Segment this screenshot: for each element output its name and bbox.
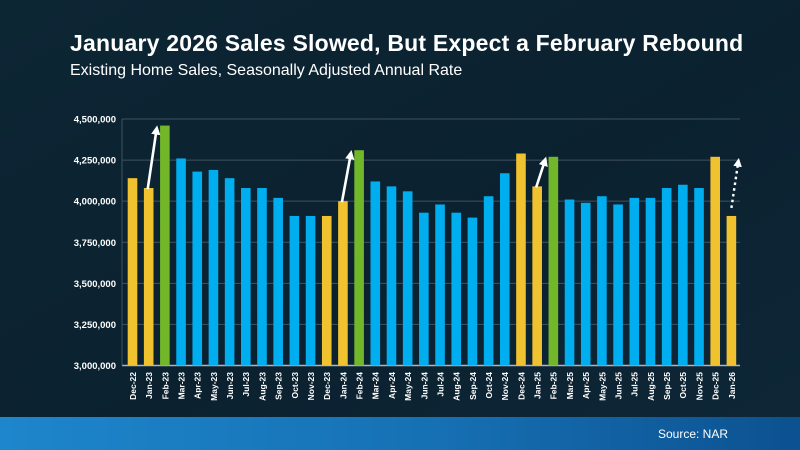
x-axis-tick-label: Sep-25 bbox=[662, 372, 672, 400]
x-axis-tick-label: Oct-25 bbox=[678, 372, 688, 399]
x-axis-tick-label: Feb-25 bbox=[549, 372, 559, 400]
x-axis-tick-label: Feb-23 bbox=[160, 372, 170, 400]
y-axis-tick-label: 3,750,000 bbox=[74, 238, 116, 249]
x-axis-tick-label: Dec-22 bbox=[128, 372, 138, 400]
bar-Feb-24 bbox=[354, 150, 364, 366]
y-axis-tick-label: 3,500,000 bbox=[74, 279, 116, 290]
bar-Dec-25 bbox=[710, 156, 721, 366]
x-axis-tick-label: Jun-24 bbox=[419, 372, 429, 400]
footer-bar: Source: NAR bbox=[0, 417, 800, 450]
bar-Sep-25 bbox=[661, 188, 672, 366]
february-rebound-arrow bbox=[534, 156, 548, 188]
bar-Jan-24 bbox=[338, 201, 348, 366]
x-axis-tick-label: Apr-23 bbox=[193, 372, 203, 399]
x-axis-tick-label: Nov-23 bbox=[306, 372, 316, 401]
bar-Sep-23 bbox=[273, 197, 283, 366]
bar-Aug-25 bbox=[645, 197, 656, 366]
x-axis-tick-label: Sep-23 bbox=[274, 372, 284, 400]
bar-Apr-24 bbox=[386, 186, 397, 366]
y-axis-tick-label: 3,250,000 bbox=[74, 320, 116, 331]
y-axis-tick-label: 4,250,000 bbox=[74, 156, 116, 167]
bar-Aug-24 bbox=[451, 212, 462, 366]
x-axis-tick-label: Mar-24 bbox=[371, 372, 381, 400]
bar-Oct-24 bbox=[483, 196, 494, 366]
x-axis-tick-label: Apr-25 bbox=[581, 372, 591, 399]
bar-Jun-24 bbox=[419, 212, 429, 366]
bar-Jul-24 bbox=[435, 204, 445, 366]
projected-february-rebound-arrow bbox=[730, 157, 742, 209]
x-axis-tick-label: Nov-24 bbox=[500, 372, 510, 401]
x-axis-tick-label: May-23 bbox=[209, 372, 219, 401]
x-axis-tick-label: Aug-23 bbox=[257, 372, 267, 401]
x-axis-tick-label: Jan-23 bbox=[144, 372, 154, 399]
x-axis-tick-label: Oct-23 bbox=[290, 372, 300, 399]
bar-Sep-24 bbox=[467, 217, 478, 366]
bar-May-23 bbox=[208, 169, 219, 366]
x-axis-tick-label: Dec-23 bbox=[322, 372, 332, 400]
bar-Nov-24 bbox=[499, 173, 510, 366]
bar-Apr-25 bbox=[580, 202, 591, 366]
bar-Dec-22 bbox=[127, 178, 138, 366]
x-axis-tick-label: Feb-24 bbox=[355, 372, 365, 400]
bar-Jun-25 bbox=[613, 204, 623, 366]
x-axis-tick-label: Jul-24 bbox=[435, 372, 445, 397]
bar-Dec-24 bbox=[516, 153, 526, 366]
bar-Oct-23 bbox=[289, 215, 300, 366]
x-axis-tick-label: Mar-25 bbox=[565, 372, 575, 400]
bar-Feb-23 bbox=[160, 125, 170, 366]
february-rebound-arrow bbox=[340, 150, 355, 203]
source-label: Source: NAR bbox=[657, 426, 728, 441]
x-axis-tick-label: Mar-23 bbox=[176, 372, 186, 400]
x-axis-tick-label: Jul-23 bbox=[241, 372, 251, 397]
bar-Mar-25 bbox=[564, 199, 575, 366]
bar-Jan-26 bbox=[726, 215, 737, 366]
bar-Jul-23 bbox=[241, 188, 251, 366]
bar-Apr-23 bbox=[192, 171, 203, 366]
bar-Nov-25 bbox=[694, 188, 704, 366]
bar-Nov-23 bbox=[305, 215, 316, 366]
x-axis-tick-label: Apr-24 bbox=[387, 372, 397, 399]
bar-Jun-23 bbox=[224, 178, 235, 366]
x-axis-tick-label: Jan-24 bbox=[338, 372, 348, 399]
x-axis-tick-label: Aug-24 bbox=[452, 372, 462, 401]
bar-Feb-25 bbox=[548, 156, 559, 366]
x-axis-tick-label: Jun-25 bbox=[613, 372, 623, 400]
x-axis-tick-label: May-25 bbox=[597, 372, 607, 401]
y-axis-tick-label: 3,000,000 bbox=[74, 361, 116, 372]
x-axis-tick-label: May-24 bbox=[403, 372, 413, 401]
x-axis-tick-label: Dec-25 bbox=[711, 372, 721, 400]
x-axis-tick-label: Jun-23 bbox=[225, 372, 235, 400]
bar-Oct-25 bbox=[678, 184, 688, 366]
x-axis-tick-label: Jan-26 bbox=[727, 372, 737, 399]
x-axis-tick-label: Oct-24 bbox=[484, 372, 494, 399]
bar-Mar-23 bbox=[176, 158, 186, 366]
february-rebound-arrow bbox=[146, 125, 161, 190]
bar-Aug-23 bbox=[257, 188, 267, 366]
bar-Dec-23 bbox=[321, 215, 332, 366]
y-axis-tick-label: 4,000,000 bbox=[74, 197, 116, 208]
x-axis-tick-label: Aug-25 bbox=[646, 372, 656, 401]
x-axis-tick-label: Nov-25 bbox=[694, 372, 704, 401]
y-axis-tick-label: 4,500,000 bbox=[74, 115, 116, 126]
x-axis-tick-label: Sep-24 bbox=[468, 372, 478, 400]
bar-Jan-23 bbox=[143, 188, 154, 366]
bar-Jan-25 bbox=[532, 186, 542, 366]
chart-subtitle: Existing Home Sales, Seasonally Adjusted… bbox=[70, 62, 463, 79]
chart-title: January 2026 Sales Slowed, But Expect a … bbox=[70, 30, 744, 56]
bar-May-25 bbox=[597, 196, 607, 366]
x-axis-tick-label: Jan-25 bbox=[533, 372, 543, 399]
x-axis-tick-label: Jul-25 bbox=[630, 372, 640, 397]
bar-Mar-24 bbox=[370, 181, 381, 366]
bar-Jul-25 bbox=[629, 197, 640, 366]
bar-May-24 bbox=[402, 191, 413, 366]
x-axis-tick-label: Dec-24 bbox=[516, 372, 526, 400]
